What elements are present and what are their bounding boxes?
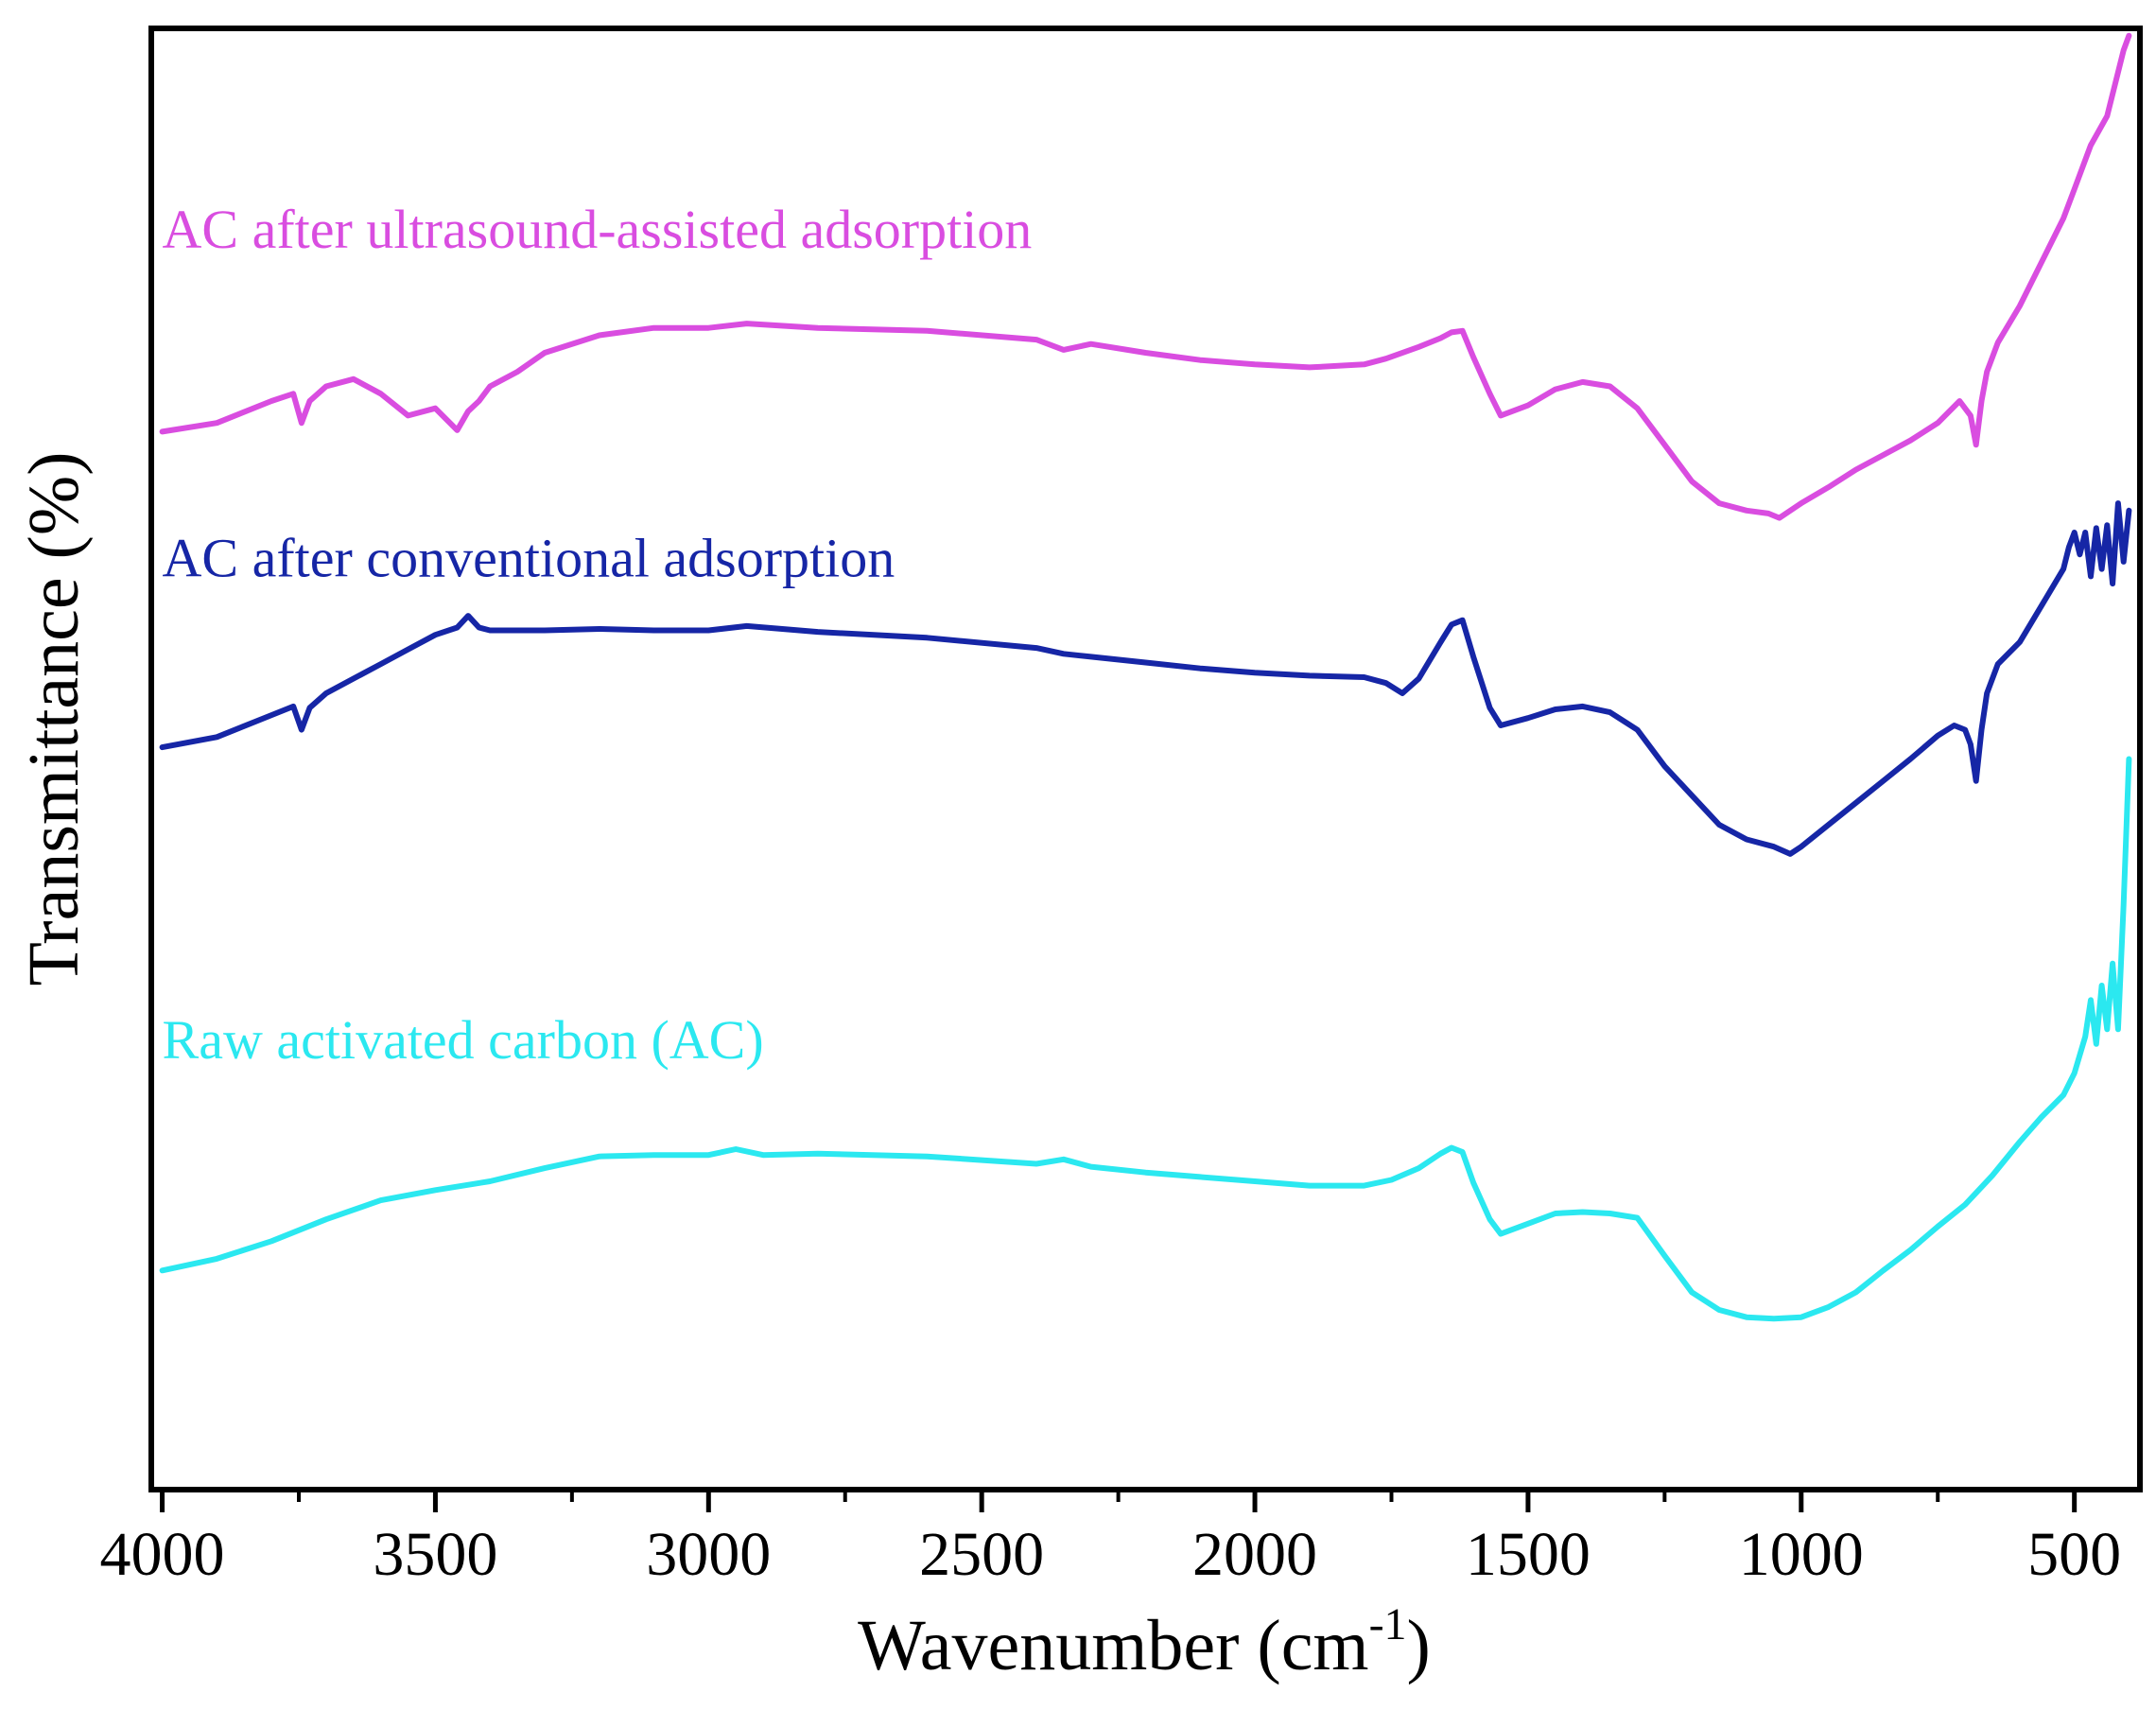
series-label-3: Raw activated carbon (AC) bbox=[163, 1009, 764, 1071]
plot-frame bbox=[148, 26, 2143, 1492]
x-axis-tick-labels: 4000 3500 3000 2500 2000 1500 1000 500 bbox=[100, 1520, 2122, 1589]
series-group bbox=[159, 32, 2132, 1322]
x-axis-title-close: ) bbox=[1407, 1606, 1431, 1685]
x-tick-label: 4000 bbox=[100, 1520, 225, 1589]
series-annotations: AC after ultrasound-assisted adsorption A… bbox=[163, 199, 1033, 1071]
x-axis-title-superscript: -1 bbox=[1369, 1599, 1407, 1649]
x-tick-label: 3500 bbox=[373, 1520, 497, 1589]
x-axis-ticks bbox=[160, 1490, 2078, 1512]
x-tick-label: 1000 bbox=[1739, 1520, 1864, 1589]
x-tick-label: 2000 bbox=[1192, 1520, 1317, 1589]
series-line-2 bbox=[159, 500, 2132, 857]
x-axis-title: Wavenumber (cm-1) bbox=[858, 1599, 1431, 1685]
x-tick-label: 500 bbox=[2027, 1520, 2121, 1589]
x-tick-label: 3000 bbox=[646, 1520, 771, 1589]
series-line-1 bbox=[159, 32, 2132, 521]
x-tick-label: 2500 bbox=[919, 1520, 1044, 1589]
x-tick-label: 1500 bbox=[1466, 1520, 1591, 1589]
series-label-1: AC after ultrasound-assisted adsorption bbox=[163, 199, 1033, 260]
series-label-2: AC after conventional adsorption bbox=[163, 527, 895, 588]
y-axis-title: Transmittance (%) bbox=[14, 452, 94, 986]
series-line-3 bbox=[159, 756, 2132, 1322]
